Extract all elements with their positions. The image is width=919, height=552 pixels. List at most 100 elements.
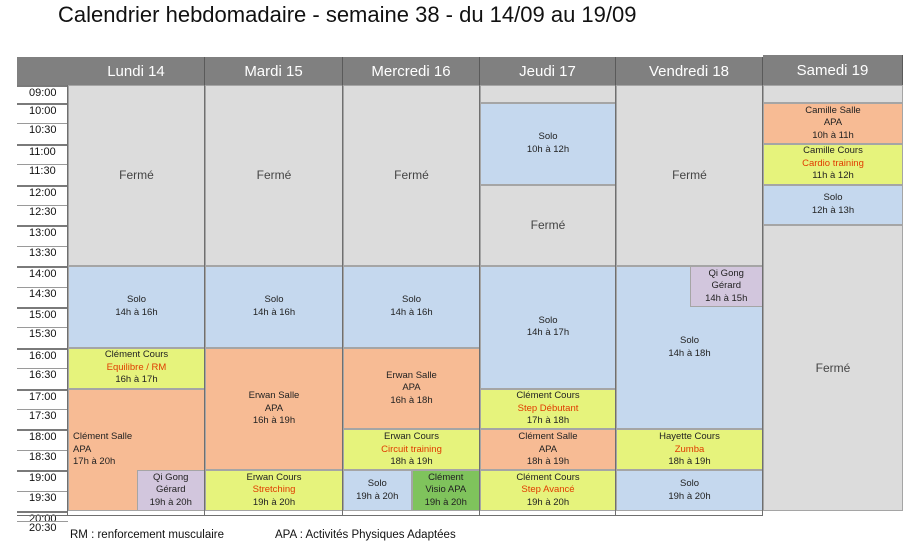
- event-closed[interactable]: Fermé: [616, 85, 763, 267]
- event-text: Solo: [401, 294, 421, 306]
- column-divider: [67, 85, 68, 515]
- event-text: Clément Salle: [73, 431, 133, 443]
- event-solo[interactable]: Solo 14h à 16h: [205, 266, 343, 348]
- time-label: 09:00: [17, 85, 68, 103]
- event-text: Solo: [538, 131, 558, 143]
- time-label: 20:00: [17, 511, 68, 525]
- event-cours[interactable]: Hayette Cours Zumba 18h à 19h: [616, 429, 763, 471]
- event-text: 19h à 20h: [526, 496, 570, 508]
- time-label: 13:00: [17, 225, 68, 246]
- event-cours[interactable]: Erwan Cours Stretching 19h à 20h: [205, 470, 343, 511]
- event-cours[interactable]: Clément Cours Step Débutant 17h à 18h: [480, 388, 616, 430]
- event-text: 14h à 16h: [115, 306, 158, 318]
- event-closed[interactable]: Fermé: [68, 85, 205, 267]
- event-solo[interactable]: Solo 14h à 16h: [68, 266, 205, 348]
- time-label: 18:30: [17, 449, 68, 471]
- event-text: 19h à 20h: [252, 496, 296, 508]
- event-cours[interactable]: Camille Cours Cardio training 11h à 12h: [763, 143, 903, 185]
- event-visio[interactable]: Clément Visio APA 19h à 20h: [411, 470, 480, 511]
- event-salle[interactable]: Erwan Salle APA 16h à 19h: [205, 347, 343, 471]
- event-cours[interactable]: Clément Cours Step Avancé 19h à 20h: [480, 470, 616, 511]
- event-activity: Circuit training: [381, 443, 442, 455]
- event-closed[interactable]: Fermé: [343, 85, 480, 267]
- column-divider: [615, 85, 616, 515]
- event-text: Erwan Salle: [248, 390, 300, 402]
- event-solo[interactable]: Solo 12h à 13h: [763, 184, 903, 226]
- time-label: 17:00: [17, 388, 68, 409]
- page-title: Calendrier hebdomadaire - semaine 38 - d…: [58, 2, 637, 27]
- event-text: Clément Cours: [516, 471, 580, 483]
- time-label: 12:00: [17, 184, 68, 205]
- event-cours[interactable]: Erwan Cours Circuit training 18h à 19h: [343, 429, 480, 471]
- event-text: 14h à 18h: [668, 347, 711, 359]
- event-solo[interactable]: Solo 10h à 12h: [480, 103, 616, 185]
- event-text: Hayette Cours: [659, 431, 720, 443]
- event-text: 18h à 19h: [668, 456, 711, 468]
- event-text: 10h à 11h: [812, 129, 854, 141]
- time-label: 11:30: [17, 164, 68, 185]
- event-cours[interactable]: Clément Cours Equilibre / RM 16h à 17h: [68, 347, 205, 389]
- event-activity: Equilibre / RM: [106, 361, 167, 373]
- event-text: Fermé: [815, 360, 851, 375]
- event-closed[interactable]: Fermé: [763, 225, 903, 511]
- event-text: Fermé: [256, 168, 292, 183]
- event-salle[interactable]: Camille Salle APA 10h à 11h: [763, 103, 903, 144]
- event-salle[interactable]: Erwan Salle APA 16h à 18h: [343, 347, 480, 430]
- event-solo[interactable]: Solo 19h à 20h: [343, 470, 412, 511]
- time-label: 16:00: [17, 347, 68, 369]
- event-text: Clément: [428, 471, 464, 483]
- time-label: 10:30: [17, 123, 68, 144]
- event-closed[interactable]: [763, 85, 903, 103]
- event-salle[interactable]: Clément Salle APA 18h à 19h: [480, 429, 616, 471]
- column-divider: [342, 85, 343, 515]
- event-text: 10h à 12h: [526, 143, 570, 155]
- event-text: Solo: [679, 335, 699, 347]
- time-label: 20:30: [17, 521, 68, 537]
- event-text: Erwan Cours: [384, 431, 439, 443]
- time-label: 19:30: [17, 490, 68, 511]
- event-closed[interactable]: Fermé: [480, 184, 616, 267]
- event-text: 17h à 20h: [73, 456, 116, 468]
- event-text: 17h à 18h: [526, 415, 570, 427]
- event-text: 12h à 13h: [811, 204, 855, 216]
- event-text: Visio APA: [425, 484, 467, 496]
- event-activity: Zumba: [674, 443, 705, 455]
- time-label: 11:00: [17, 143, 68, 165]
- event-text: 14h à 16h: [390, 306, 433, 318]
- event-text: 19h à 20h: [668, 490, 711, 502]
- event-activity: Step Avancé: [521, 484, 575, 496]
- event-text: Clément Cours: [516, 390, 580, 402]
- event-solo[interactable]: Solo 19h à 20h: [616, 470, 763, 511]
- day-header: Samedi 19: [763, 55, 903, 85]
- event-closed[interactable]: [480, 85, 616, 103]
- event-closed[interactable]: Fermé: [205, 85, 343, 267]
- event-text: APA: [73, 443, 92, 455]
- time-label: 15:30: [17, 327, 68, 348]
- event-solo[interactable]: Solo 14h à 17h: [480, 266, 616, 389]
- time-label: 19:00: [17, 470, 68, 491]
- event-text: Solo: [823, 192, 843, 204]
- event-text: APA: [402, 382, 421, 394]
- event-text: Solo: [264, 294, 284, 306]
- event-text: Erwan Cours: [246, 471, 302, 483]
- event-text: Qi Gong: [708, 267, 744, 279]
- event-solo[interactable]: Solo 14h à 16h: [343, 266, 480, 348]
- event-text: 16h à 17h: [115, 374, 158, 386]
- event-qigong[interactable]: Qi Gong Gérard 19h à 20h: [136, 470, 205, 511]
- grid-bottom-line: [17, 515, 763, 516]
- event-text: Solo: [679, 478, 699, 490]
- event-text: Fermé: [394, 168, 429, 183]
- day-header: Lundi 14: [68, 57, 205, 85]
- column-divider: [204, 85, 205, 515]
- event-text: Fermé: [119, 168, 154, 183]
- event-text: Clément Salle: [518, 431, 578, 443]
- time-label: 12:30: [17, 205, 68, 226]
- time-label: 15:00: [17, 307, 68, 328]
- time-label: 14:00: [17, 266, 68, 287]
- event-qigong[interactable]: Qi Gong Gérard 14h à 15h: [689, 266, 763, 307]
- event-text: 18h à 19h: [526, 456, 570, 468]
- day-header: Mardi 15: [205, 57, 343, 85]
- event-text: 19h à 20h: [149, 496, 192, 508]
- day-header: Mercredi 16: [343, 57, 480, 85]
